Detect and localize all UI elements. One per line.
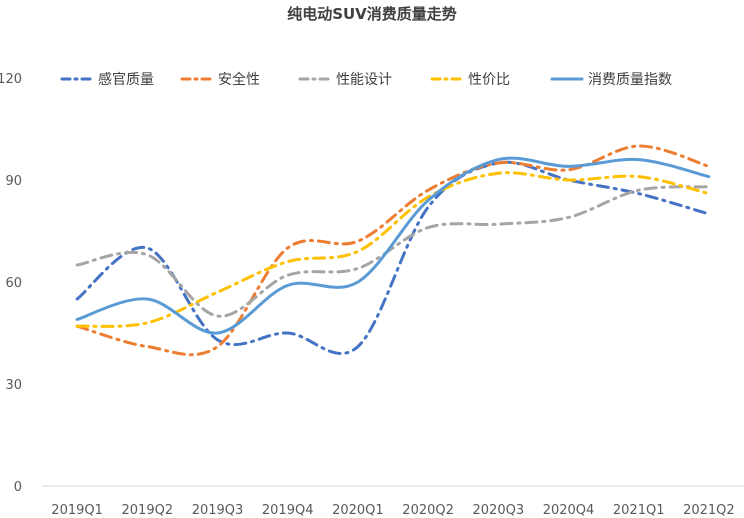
x-tick-label: 2019Q1 <box>51 503 103 518</box>
y-tick-label: 90 <box>5 174 22 189</box>
y-tick-label: 0 <box>14 480 22 495</box>
legend-label: 感官质量 <box>98 71 154 88</box>
series-line-4 <box>75 171 711 328</box>
legend-label: 性能设计 <box>336 72 392 88</box>
series-line-2 <box>75 144 711 357</box>
x-tick-label: 2021Q2 <box>683 503 735 518</box>
x-tick-label: 2020Q1 <box>332 503 384 518</box>
x-tick-label: 2021Q1 <box>613 503 665 518</box>
series-group <box>75 144 711 357</box>
series-line-3 <box>75 185 711 318</box>
legend-label: 消费质量指数 <box>588 72 672 88</box>
chart-title: 纯电动SUV消费质量走势 <box>287 5 457 23</box>
y-tick-label: 60 <box>5 276 22 291</box>
x-tick-label: 2020Q3 <box>473 503 525 518</box>
series-line-1 <box>75 160 711 355</box>
y-tick-label: 30 <box>5 378 22 393</box>
x-axis: 2019Q1 2019Q2 2019Q3 2019Q4 2020Q1 2020Q2 2020… <box>42 485 744 518</box>
series-line-5 <box>75 156 711 335</box>
x-tick-label: 2019Q3 <box>192 503 244 518</box>
x-tick-label: 2020Q4 <box>543 503 595 518</box>
y-tick-label: 120 <box>0 72 22 87</box>
y-axis: 0 30 60 90 120 <box>0 72 22 495</box>
legend-label: 性价比 <box>468 72 510 88</box>
x-tick-label: 2019Q2 <box>122 503 174 518</box>
x-tick-label: 2019Q4 <box>262 503 314 518</box>
x-tick-label: 2020Q2 <box>402 503 454 518</box>
legend-label: 安全性 <box>218 71 260 88</box>
legend: 感官质量 安全性 性能设计 性价比 消费质量指数 <box>60 71 672 88</box>
